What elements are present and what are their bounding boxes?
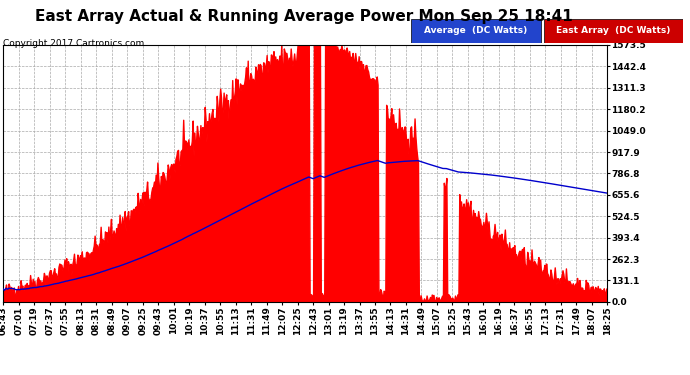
Text: Copyright 2017 Cartronics.com: Copyright 2017 Cartronics.com <box>3 39 145 48</box>
Bar <box>411 19 542 43</box>
Bar <box>544 19 683 43</box>
Text: East Array Actual & Running Average Power Mon Sep 25 18:41: East Array Actual & Running Average Powe… <box>34 9 573 24</box>
Text: Average  (DC Watts): Average (DC Watts) <box>424 26 528 36</box>
Text: East Array  (DC Watts): East Array (DC Watts) <box>556 26 671 36</box>
